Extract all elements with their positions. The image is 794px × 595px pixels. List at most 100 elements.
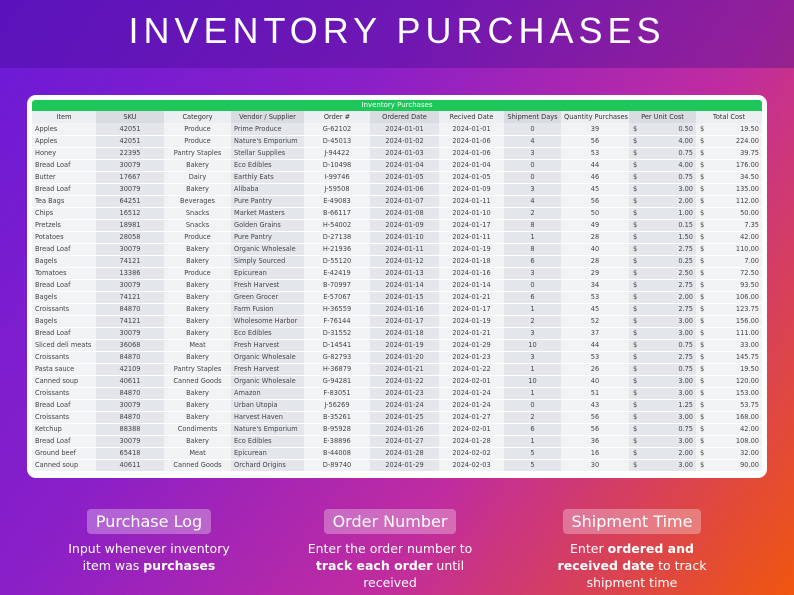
cell-text: Croissants <box>35 389 70 397</box>
table-cell: 42051 <box>96 123 164 136</box>
table-cell: Bakery <box>164 279 231 292</box>
cell-text: Eco Edibles <box>234 161 272 169</box>
cell-text: 2024-01-29 <box>452 341 491 349</box>
currency-symbol: $ <box>633 209 638 217</box>
cell-text: 2024-01-22 <box>385 377 424 385</box>
cell-text: 0.15 <box>678 221 693 229</box>
cell-text: 56 <box>590 197 600 205</box>
table-row: Ground beef 65418 Meat Epicurean B-44008 2024… <box>32 447 762 460</box>
table-cell: $176.00 <box>696 159 762 172</box>
currency-symbol: $ <box>633 461 638 469</box>
table-cell: 2024-01-14 <box>439 279 504 292</box>
cell-text: 0.75 <box>678 341 693 349</box>
table-cell: Epicurean <box>231 267 304 280</box>
cell-text: Chips <box>35 209 54 217</box>
table-cell: Fresh Harvest <box>231 363 304 376</box>
cell-text: B-35261 <box>323 413 351 421</box>
cell-text: Produce <box>184 137 211 145</box>
cell-text: 2024-01-01 <box>452 124 491 133</box>
table-cell: Condiments <box>164 423 231 436</box>
table-cell: 2024-01-19 <box>439 315 504 328</box>
currency-symbol: $ <box>633 365 638 373</box>
table-cell: Bagels <box>32 291 96 304</box>
cell-text: Organic Wholesale <box>234 377 296 385</box>
cell-text: Canned soup <box>35 377 79 385</box>
table-row: Bagels 74121 Bakery Simply Sourced D-55120 20… <box>32 255 762 268</box>
cell-text: 18981 <box>119 221 141 229</box>
table-cell: 2024-01-21 <box>370 363 439 376</box>
cell-text: Produce <box>184 124 211 133</box>
table-row: Croissants 84870 Bakery Organic Wholesale G-… <box>32 351 762 364</box>
cell-text: 3 <box>530 269 535 277</box>
table-cell: 84870 <box>96 303 164 316</box>
cell-text: 1 <box>530 437 535 445</box>
cell-text: E-38896 <box>323 437 351 445</box>
cell-text: 42109 <box>119 365 141 373</box>
table-cell: 28058 <box>96 231 164 244</box>
table-cell: Chips <box>32 207 96 220</box>
table-cell: 30079 <box>96 243 164 256</box>
table-cell: 2024-01-09 <box>439 183 504 196</box>
table-cell: Produce <box>164 135 231 148</box>
cell-text: 110.00 <box>735 245 759 253</box>
table-cell: 5 <box>504 447 561 460</box>
table-cell: 2024-01-22 <box>370 375 439 388</box>
cell-text: Pretzels <box>35 221 61 229</box>
cell-text: Organic Wholesale <box>234 353 296 361</box>
table-cell: J-59508 <box>304 183 370 196</box>
table-cell: 45 <box>561 303 629 316</box>
currency-symbol: $ <box>633 161 638 169</box>
cell-text: Beverages <box>180 197 215 205</box>
cell-text: 2024-01-27 <box>385 437 424 445</box>
cell-text: 39 <box>590 124 600 133</box>
table-cell: Orchard Origins <box>231 459 304 472</box>
table-cell: 51 <box>561 387 629 400</box>
table-cell: 30079 <box>96 399 164 412</box>
cell-text: 2024-01-06 <box>452 149 491 157</box>
cell-text: 30079 <box>119 401 141 409</box>
table-cell: $2.75 <box>629 303 696 316</box>
currency-symbol: $ <box>700 425 705 433</box>
cell-text: 30 <box>590 461 600 469</box>
column-header: Item <box>32 111 96 123</box>
table-cell: D-10498 <box>304 159 370 172</box>
table-cell: Farm Fusion <box>231 303 304 316</box>
cell-text: B-44008 <box>323 449 351 457</box>
table-cell: $108.00 <box>696 435 762 448</box>
currency-symbol: $ <box>700 449 705 457</box>
table-cell: Bakery <box>164 183 231 196</box>
table-cell: $0.75 <box>629 339 696 352</box>
cell-text: 2024-01-14 <box>385 281 424 289</box>
table-row: Bread Loaf 30079 Bakery Urban Utopia J-56269… <box>32 399 762 412</box>
cell-text: 2024-01-13 <box>385 269 424 277</box>
cell-text: 40611 <box>119 377 141 385</box>
table-cell: Fresh Harvest <box>231 279 304 292</box>
cell-text: 42051 <box>119 137 141 145</box>
table-cell: $3.00 <box>629 387 696 400</box>
cell-text: 2.00 <box>678 293 693 301</box>
cell-text: 84870 <box>119 389 141 397</box>
table-cell: $224.00 <box>696 135 762 148</box>
cell-text: Fresh Harvest <box>234 341 280 349</box>
currency-symbol: $ <box>633 377 638 385</box>
cell-text: Nature's Emporium <box>234 425 298 433</box>
table-cell: $3.00 <box>629 411 696 424</box>
table-cell: 2 <box>504 315 561 328</box>
table-cell: 2024-01-21 <box>439 327 504 340</box>
cell-text: Bread Loaf <box>35 245 71 253</box>
cell-text: H-36559 <box>322 305 352 313</box>
table-cell: $50.00 <box>696 207 762 220</box>
table-cell: 1 <box>504 387 561 400</box>
table-cell: 8 <box>504 219 561 232</box>
cell-text: Bagels <box>35 257 58 265</box>
table-cell: $4.00 <box>629 159 696 172</box>
table-row: Butter 17667 Dairy Earthly Eats I-99746 2024-… <box>32 171 762 184</box>
cell-text: 0.75 <box>678 149 693 157</box>
cell-text: E-42419 <box>323 269 351 277</box>
table-cell: 2024-01-28 <box>439 435 504 448</box>
table-cell: Bakery <box>164 243 231 256</box>
cell-text: Bakery <box>186 437 209 445</box>
cell-text: 8 <box>530 245 535 253</box>
table-row: Bread Loaf 30079 Bakery Alibaba J-59508 2024-… <box>32 183 762 196</box>
table-cell: 2 <box>504 207 561 220</box>
